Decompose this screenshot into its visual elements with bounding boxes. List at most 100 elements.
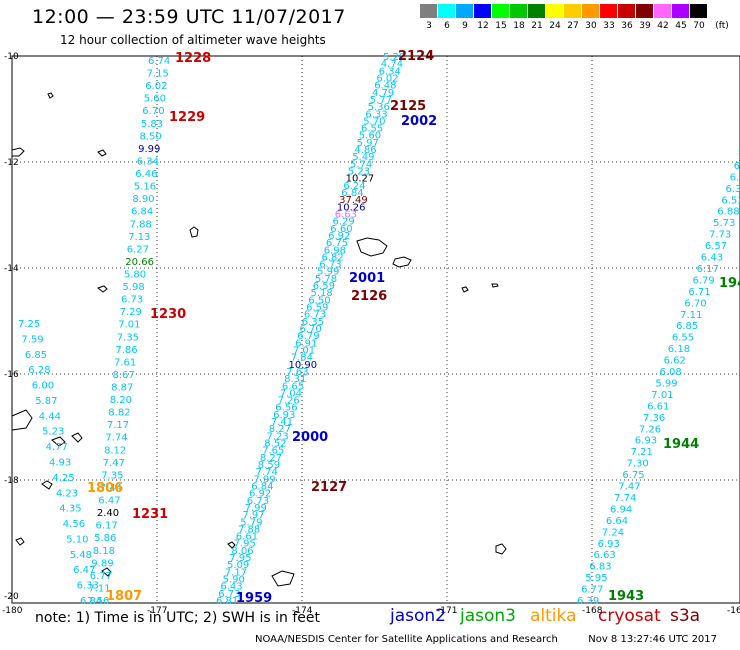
island-outline	[189, 226, 199, 238]
track-value-label: 6.08	[660, 367, 682, 378]
island-outline	[495, 543, 507, 555]
island-outline	[11, 147, 25, 157]
lat-tick-label: -16	[4, 370, 19, 380]
track-value-label: 5.77	[370, 95, 392, 106]
track-value-label: 6.18	[668, 344, 690, 355]
track-value-label: 7.30	[627, 459, 649, 470]
track-value-label: 6.73	[319, 260, 341, 271]
track-value-label: 5.10	[66, 534, 88, 545]
track-value-label: 6.28	[28, 365, 50, 376]
track-value-label: 4.25	[52, 473, 74, 484]
track-value-label: 7.88	[238, 524, 260, 535]
track-value-label: 8.27	[260, 453, 282, 464]
track-value-label: 5.18	[311, 288, 333, 299]
track-value-label: 6.29	[333, 217, 355, 228]
track-value-label: 7.21	[631, 447, 653, 458]
track-value-label: 10.27	[346, 174, 375, 185]
track-value-label: 6.55	[672, 333, 694, 344]
track-value-label: 7.95	[234, 539, 256, 550]
map-panel: -180 -177 -174 -171 -168 -16 -10 -12 -14 -16 -18 -2…	[2, 49, 740, 616]
track-value-label: 37.49	[339, 195, 368, 206]
track-value-label: 6.74	[148, 56, 170, 67]
map-frame	[11, 55, 740, 604]
track-value-label: 6.84	[251, 482, 273, 493]
track-value-label: 5.73	[713, 218, 735, 229]
island-outline	[271, 570, 295, 587]
track-value-label: 6.56	[275, 403, 297, 414]
track-value-label: 7.99	[245, 503, 267, 514]
track-value-label: 7.17	[225, 567, 247, 578]
track-value-label: 8.87	[111, 383, 133, 394]
island-outline	[461, 286, 469, 293]
track-value-label: 6.55	[361, 124, 383, 135]
track-value-label: 7.44	[100, 483, 122, 494]
track-value-label: 5.99	[317, 267, 339, 278]
track-value-label: 7.15	[147, 69, 169, 80]
track-value-label: 7.04	[280, 388, 302, 399]
track-value-label: 6.79	[297, 331, 319, 342]
lon-tick-label: -168	[582, 606, 603, 616]
track-value-label: 6.62	[664, 356, 686, 367]
track-value-label: 6.50	[308, 295, 330, 306]
track-value-label: 6.39	[577, 596, 599, 607]
track-value-label: 5.83	[141, 119, 163, 130]
pass-time-label: 2000	[292, 430, 328, 445]
track-value-label: 4.77	[46, 442, 68, 453]
track-value-label: 5.87	[35, 396, 57, 407]
track-value-label: 7.11	[680, 310, 702, 321]
track-value-label: 6.27	[127, 244, 149, 255]
lon-tick-label: -174	[292, 606, 313, 616]
track-value-label: 4.23	[56, 488, 78, 499]
scale-swatch	[582, 4, 599, 18]
track-value-label: 7.01	[118, 320, 140, 331]
lat-tick-label: -18	[4, 476, 19, 486]
track-value-label: 6.02	[145, 81, 167, 92]
track-value-label: 5.78	[315, 274, 337, 285]
scale-swatch	[564, 4, 581, 18]
track-value-label: 7.97	[242, 510, 264, 521]
track-value-label: 6.00	[32, 381, 54, 392]
footer-note: note: 1) Time is in UTC; 2) SWH is in fe…	[35, 610, 321, 626]
island-outline	[15, 537, 25, 546]
island-outline	[47, 92, 54, 99]
mission-name: cryosat	[598, 606, 661, 626]
credit-line: NOAA/NESDIS Center for Satellite Applica…	[255, 634, 717, 645]
track-value-label: 5.86	[94, 533, 116, 544]
track-value-label: 6.71	[688, 287, 710, 298]
track-value-label: 6.57	[705, 241, 727, 252]
track-value-label: 8.59	[258, 460, 280, 471]
track-value-label: 7.26	[639, 424, 661, 435]
track-value-label: 6.92	[249, 489, 271, 500]
lat-tick-label: -20	[4, 592, 19, 602]
scale-label: 6	[444, 21, 450, 31]
track-value-label: 5.90	[223, 575, 245, 586]
track-value-label: 4.56	[63, 519, 85, 530]
track-value-label: 6.93	[598, 539, 620, 550]
track-value-label: 7.48	[738, 150, 740, 161]
track-value-label: 6.91	[295, 338, 317, 349]
map-canvas: -180 -177 -174 -171 -168 -16 -10 -12 -14 -16 -18 -2…	[2, 49, 740, 616]
track-value-label: 6.75	[622, 470, 644, 481]
island-outline	[101, 567, 112, 577]
scale-label: 3	[426, 21, 432, 31]
track-value-label: 5.95	[585, 573, 607, 584]
scale-swatch	[672, 4, 689, 18]
track-value-label: 7.11	[88, 583, 110, 594]
track-value-label: 7.25	[18, 319, 40, 330]
track-value-label: 7.61	[114, 357, 136, 368]
lon-tick-label: -180	[2, 606, 23, 616]
scale-swatch	[636, 4, 653, 18]
track-value-label: 7.47	[618, 482, 640, 493]
track-value-label: 7.41	[271, 417, 293, 428]
track-value-label: 5.49	[352, 152, 374, 163]
track-value-label: 7.86	[115, 345, 137, 356]
track-value-label: 5.23	[348, 167, 370, 178]
island-outline	[356, 237, 388, 257]
pass-time-label: 1230	[150, 307, 186, 322]
track-value-label: 7.59	[21, 334, 43, 345]
mission-name: jason3	[460, 606, 516, 626]
pass-time-label: 1944	[663, 437, 699, 452]
track-value-label: 4.44	[39, 411, 61, 422]
track-value-label: 5.79	[240, 517, 262, 528]
scale-swatch	[510, 4, 527, 18]
